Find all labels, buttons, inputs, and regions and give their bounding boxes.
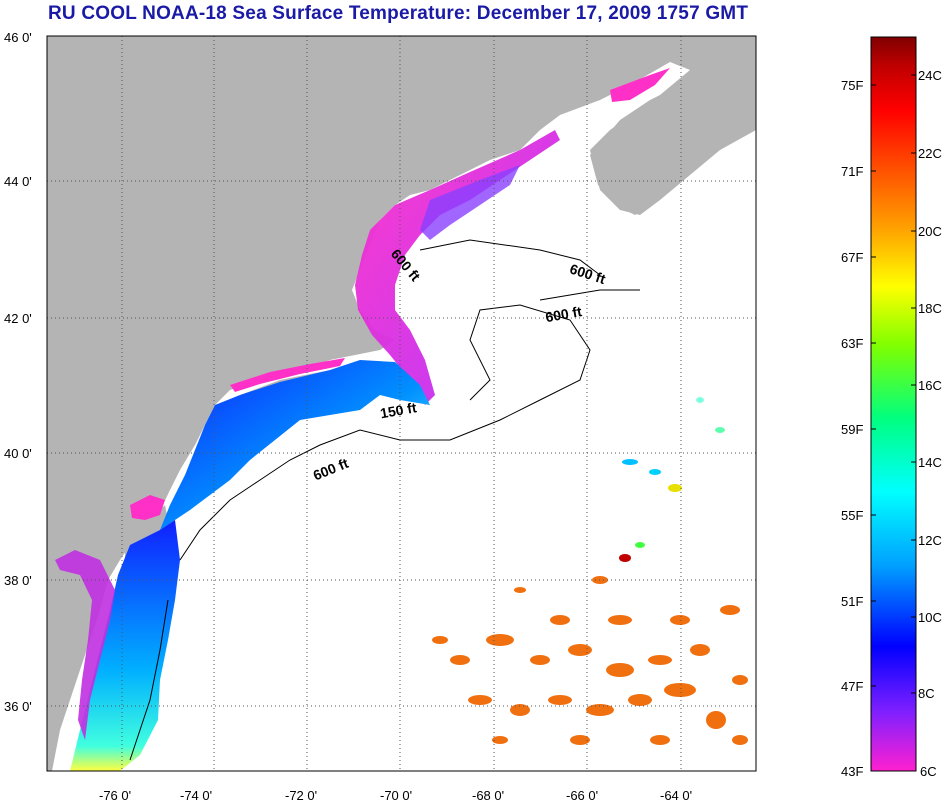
colorbar-c-label: 18C: [918, 301, 942, 316]
colorbar-f-ticks: [871, 84, 876, 687]
sst-gulf-of-maine-band: [355, 130, 560, 405]
lon-label-74: -74 0': [180, 788, 212, 803]
lat-label-46: 46 0': [4, 30, 32, 45]
colorbar-c-label: 6C: [920, 764, 937, 779]
lon-label-64: -64 0': [660, 788, 692, 803]
sst-offshore-warm-patches: [432, 576, 748, 745]
colorbar-f-label: 51F: [841, 594, 863, 609]
colorbar-f-label: 43F: [841, 764, 863, 779]
sst-bay-of-fundy: [610, 68, 670, 102]
colorbar-c-label: 16C: [918, 378, 942, 393]
sst-long-island-sound: [230, 358, 345, 392]
colorbar-c-label: 8C: [918, 686, 935, 701]
land-mainland: [47, 36, 756, 771]
contour-label: 150 ft: [379, 399, 418, 421]
lat-label-42: 42 0': [4, 311, 32, 326]
lon-label-68: -68 0': [472, 788, 504, 803]
colorbar-c-label: 10C: [918, 610, 942, 625]
sst-shelf-water: [160, 360, 430, 530]
sst-southern-shelf: [70, 520, 180, 771]
colorbar-c-ticks: [911, 74, 916, 694]
sst-chesapeake-bay: [55, 550, 115, 740]
graticule: [47, 36, 756, 771]
colorbar: [870, 36, 917, 772]
colorbar-f-label: 71F: [841, 164, 863, 179]
colorbar-c-label: 24C: [918, 68, 942, 83]
colorbar-f-label: 47F: [841, 679, 863, 694]
lat-label-44: 44 0': [4, 174, 32, 189]
colorbar-f-label: 75F: [841, 78, 863, 93]
sst-delaware-bay: [130, 495, 165, 520]
colorbar-c-label: 22C: [918, 146, 942, 161]
colorbar-c-label: 20C: [918, 224, 942, 239]
contour-label: 600 ft: [544, 303, 583, 325]
lat-label-38: 38 0': [4, 573, 32, 588]
lat-label-40: 40 0': [4, 446, 32, 461]
lat-label-36: 36 0': [4, 699, 32, 714]
lon-label-72: -72 0': [285, 788, 317, 803]
map-title: RU COOL NOAA-18 Sea Surface Temperature:…: [48, 3, 749, 24]
colorbar-c-label: 14C: [918, 455, 942, 470]
sst-offshore-misc-patches: [619, 397, 725, 562]
bathymetry-contours: [129, 239, 640, 761]
map-frame: [46, 35, 757, 772]
lon-label-70: -70 0': [380, 788, 412, 803]
land-nova-scotia: [590, 70, 756, 215]
lon-label-76: -76 0': [99, 788, 131, 803]
colorbar-f-label: 59F: [841, 422, 863, 437]
lon-label-66: -66 0': [566, 788, 598, 803]
colorbar-c-label: 12C: [918, 533, 942, 548]
sst-gulf-of-maine-purple: [420, 165, 520, 240]
colorbar-f-label: 55F: [841, 508, 863, 523]
colorbar-f-label: 67F: [841, 250, 863, 265]
colorbar-f-label: 63F: [841, 336, 863, 351]
